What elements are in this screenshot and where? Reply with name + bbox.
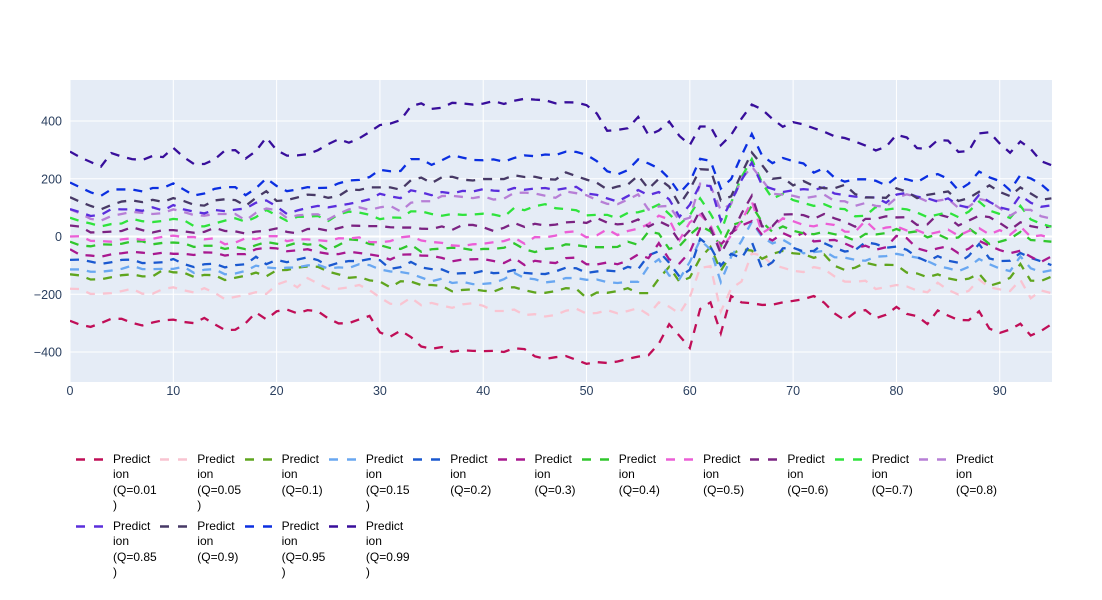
series-line-q0.7 xyxy=(70,156,1052,236)
series-line-q0.9 xyxy=(70,150,1052,211)
legend-item-q0.3[interactable]: Predict ion (Q=0.3) xyxy=(497,451,576,499)
legend-item-q0.95[interactable]: Predict ion (Q=0.95 ) xyxy=(244,518,326,581)
x-tick-label-30: 30 xyxy=(373,384,387,398)
legend-swatch-dashed-line-icon xyxy=(244,458,273,461)
legend-label: Predict ion (Q=0.2) xyxy=(450,451,492,497)
legend-swatch-dashed-line-icon xyxy=(76,458,104,461)
chart-legend: Predict ion (Q=0.01 ) Predict ion (Q=0.05… xyxy=(0,0,1102,579)
legend-item-q0.05[interactable]: Predict ion (Q=0.05 ) xyxy=(160,452,241,514)
x-tick-label-70: 70 xyxy=(786,384,800,398)
legend-item-q0.8[interactable]: Predict ion (Q=0.8) xyxy=(919,452,997,499)
x-tick-label-50: 50 xyxy=(580,384,594,398)
legend-item-q0.15[interactable]: Predict ion (Q=0.15 ) xyxy=(328,451,410,514)
legend-label: Predict ion (Q=0.8) xyxy=(956,451,998,497)
legend-item-q0.2[interactable]: Predict ion (Q=0.2) xyxy=(413,452,491,499)
series-line-q0.8 xyxy=(70,164,1052,222)
legend-swatch-dashed-line-icon xyxy=(919,458,947,461)
legend-label: Predict ion (Q=0.5) xyxy=(703,451,745,497)
legend-swatch-dashed-line-icon xyxy=(160,525,189,528)
legend-swatch-dashed-line-icon xyxy=(666,458,695,461)
x-tick-label-20: 20 xyxy=(270,384,284,398)
series-line-q0.5 xyxy=(70,198,1052,253)
plot-area[interactable] xyxy=(70,80,1052,382)
series-line-q0.01 xyxy=(70,294,1052,366)
y-tick-label-0: 0 xyxy=(55,230,62,244)
series-line-q0.1 xyxy=(70,244,1052,300)
y-tick-label-400: 400 xyxy=(41,115,62,129)
series-line-q0.99 xyxy=(70,97,1052,169)
x-tick-label-80: 80 xyxy=(889,384,903,398)
legend-label: Predict ion (Q=0.3) xyxy=(534,451,576,497)
legend-label: Predict ion (Q=0.9) xyxy=(197,518,239,564)
legend-swatch-dashed-line-icon xyxy=(750,458,779,461)
legend-label: Predict ion (Q=0.6) xyxy=(787,451,829,497)
legend-item-q0.7[interactable]: Predict ion (Q=0.7) xyxy=(834,451,913,499)
tick-labels: 0 10 20 30 40 50 60 70 80 90 −400 −200 0 200 400 xyxy=(34,115,1007,399)
y-tick-label--400: −400 xyxy=(34,346,62,360)
y-tick-label--200: −200 xyxy=(34,288,62,302)
series-line-q0.2 xyxy=(70,236,1052,279)
legend-item-q0.4[interactable]: Predict ion (Q=0.4) xyxy=(581,451,660,499)
legend-item-q0.5[interactable]: Predict ion (Q=0.5) xyxy=(666,452,744,499)
legend-swatch-dashed-line-icon xyxy=(160,458,189,461)
legend-item-q0.99[interactable]: Predict ion (Q=0.99 ) xyxy=(328,518,410,581)
legend-swatch-dashed-line-icon xyxy=(328,525,357,528)
legend-label: Predict ion (Q=0.01 ) xyxy=(113,451,157,513)
series-line-q0.05 xyxy=(70,251,1052,318)
x-tick-label-60: 60 xyxy=(683,384,697,398)
legend-swatch-dashed-line-icon xyxy=(834,458,863,461)
legend-label: Predict ion (Q=0.85 ) xyxy=(113,518,157,580)
legend-label: Predict ion (Q=0.99 ) xyxy=(365,518,410,580)
legend-label: Predict ion (Q=0.15 ) xyxy=(365,451,410,513)
x-tick-label-90: 90 xyxy=(993,384,1007,398)
legend-label: Predict ion (Q=0.95 ) xyxy=(281,518,326,580)
x-tick-label-40: 40 xyxy=(476,384,490,398)
series-lines xyxy=(70,97,1052,366)
legend-item-q0.85[interactable]: Predict ion (Q=0.85 ) xyxy=(76,519,157,581)
legend-item-q0.9[interactable]: Predict ion (Q=0.9) xyxy=(160,519,238,566)
legend-swatch-dashed-line-icon xyxy=(328,458,357,461)
series-line-q0.85 xyxy=(70,160,1052,224)
legend-swatch-dashed-line-icon xyxy=(76,525,104,528)
legend-swatch-dashed-line-icon xyxy=(244,525,273,528)
legend-item-q0.01[interactable]: Predict ion (Q=0.01 ) xyxy=(76,452,157,514)
legend-swatch-dashed-line-icon xyxy=(581,458,610,461)
legend-label: Predict ion (Q=0.05 ) xyxy=(197,451,241,513)
y-tick-label-200: 200 xyxy=(41,172,62,186)
x-tick-label-10: 10 xyxy=(166,384,180,398)
legend-label: Predict ion (Q=0.1) xyxy=(281,451,323,497)
legend-swatch-dashed-line-icon xyxy=(413,458,442,461)
legend-label: Predict ion (Q=0.4) xyxy=(618,451,660,497)
legend-swatch-dashed-line-icon xyxy=(497,458,526,461)
x-tick-label-0: 0 xyxy=(67,384,74,398)
legend-label: Predict ion (Q=0.7) xyxy=(871,451,913,497)
legend-item-q0.6[interactable]: Predict ion (Q=0.6) xyxy=(750,452,828,499)
legend-item-q0.1[interactable]: Predict ion (Q=0.1) xyxy=(244,451,323,499)
series-line-q0.95 xyxy=(70,131,1052,198)
